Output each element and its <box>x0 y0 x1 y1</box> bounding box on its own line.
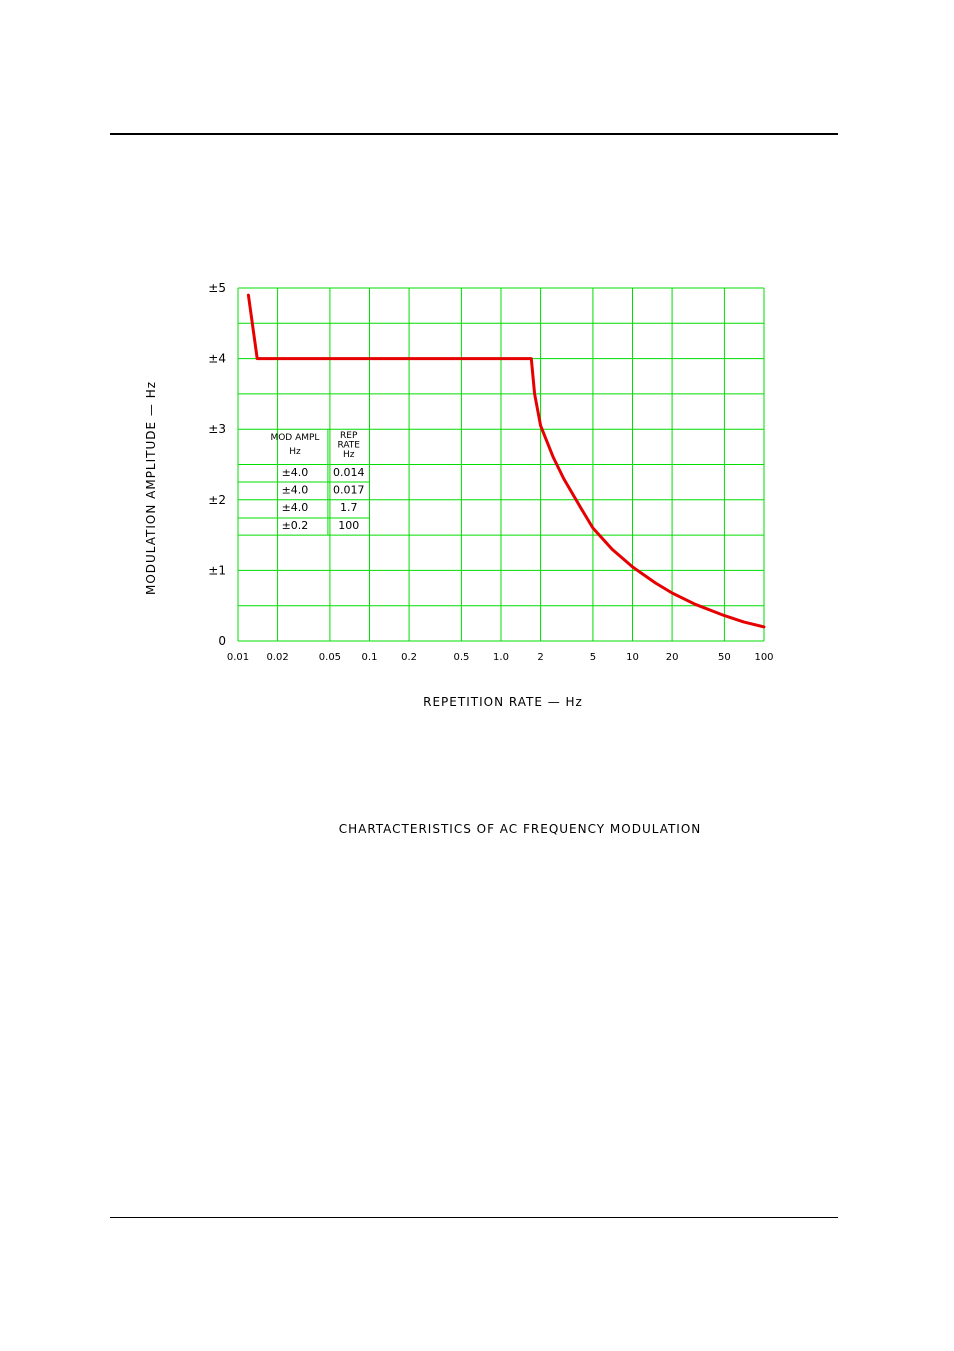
table-cell-rate: 1.7 <box>340 501 358 514</box>
table-cell-rate: 100 <box>338 519 359 532</box>
x-tick-label: 100 <box>754 652 773 663</box>
table-cell-ampl: ±0.2 <box>282 519 309 532</box>
footer-rule <box>110 1217 838 1218</box>
chart-grid <box>237 287 765 642</box>
x-tick-label: 0.2 <box>401 652 417 663</box>
y-tick-label: ±2 <box>208 493 226 507</box>
y-tick-label: ±3 <box>208 422 226 436</box>
x-axis-label: REPETITION RATE — Hz <box>423 695 583 709</box>
y-axis-label: MODULATION AMPLITUDE — Hz <box>144 381 158 595</box>
figure-caption: CHARTACTERISTICS OF AC FREQUENCY MODULAT… <box>338 822 702 836</box>
table-header-cell: Hz <box>289 447 301 457</box>
y-tick-label: ±4 <box>208 352 226 366</box>
table-cell-ampl: ±4.0 <box>282 501 309 514</box>
table-header-cell: REP <box>340 431 358 441</box>
table-header-cell: RATE <box>337 441 360 451</box>
curve-layer <box>246 293 766 629</box>
modulation-chart: 0 ±1 ±2 ±3 ±4 ±5 0.01 0.02 0.05 0.1 0.2 0.5 1.0 2 5 10… <box>144 281 774 709</box>
x-tick-label: 0.5 <box>453 652 469 663</box>
table-cell-ampl: ±4.0 <box>282 466 309 479</box>
x-tick-label: 0.05 <box>319 652 341 663</box>
table-header-cell: MOD AMPL <box>270 433 319 443</box>
table-cell-rate: 0.017 <box>333 484 365 497</box>
x-tick-label: 0.01 <box>227 652 249 663</box>
table-cell-rate: 0.014 <box>333 466 365 479</box>
x-tick-label: 5 <box>590 652 596 663</box>
y-tick-label: 0 <box>218 634 226 648</box>
x-tick-label: 20 <box>666 652 679 663</box>
x-tick-label: 0.02 <box>266 652 288 663</box>
figure-caption-wrap: CHARTACTERISTICS OF AC FREQUENCY MODULAT… <box>0 822 954 836</box>
header-rule <box>110 133 838 135</box>
modulation-curve <box>246 293 766 629</box>
x-tick-labels: 0.01 0.02 0.05 0.1 0.2 0.5 1.0 2 5 10 20 50 100 <box>227 652 774 663</box>
x-tick-label: 0.1 <box>362 652 378 663</box>
table-cell-ampl: ±4.0 <box>282 484 309 497</box>
y-tick-labels: 0 ±1 ±2 ±3 ±4 ±5 <box>208 281 226 648</box>
y-tick-label: ±1 <box>208 563 226 577</box>
x-tick-label: 50 <box>718 652 731 663</box>
table-header-cell: Hz <box>343 450 355 460</box>
x-tick-label: 1.0 <box>493 652 509 663</box>
x-tick-label: 2 <box>537 652 543 663</box>
y-tick-label: ±5 <box>208 281 226 295</box>
x-tick-label: 10 <box>626 652 639 663</box>
